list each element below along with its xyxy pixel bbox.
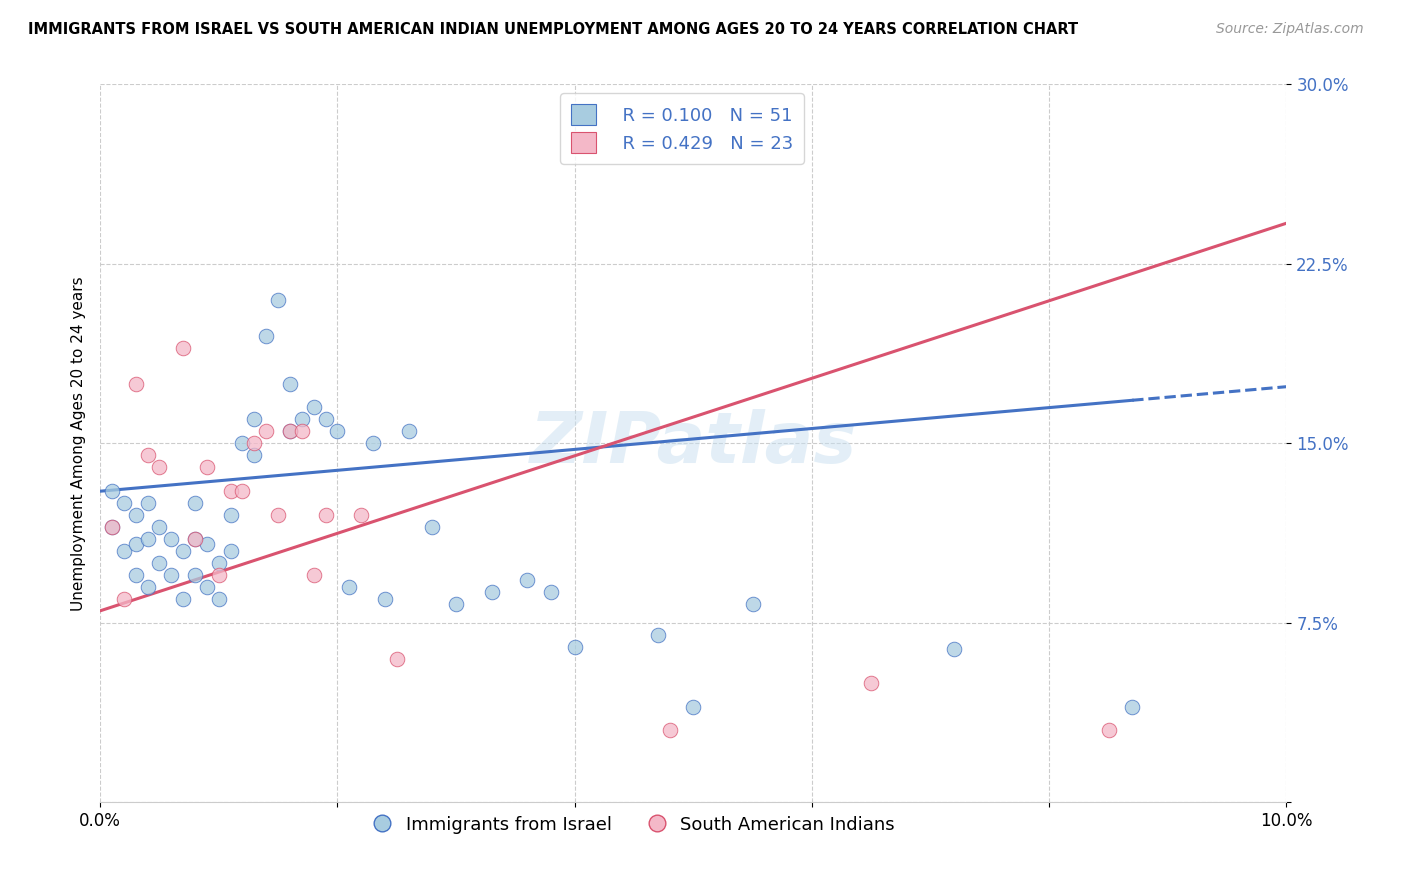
Point [172, 341, 194, 355]
Text: Source: ZipAtlas.com: Source: ZipAtlas.com [1216, 22, 1364, 37]
Text: ZIPatlas: ZIPatlas [530, 409, 858, 478]
Point [208, 556, 231, 570]
Point [184, 532, 207, 546]
Legend: Immigrants from Israel, South American Indians: Immigrants from Israel, South American I… [364, 807, 904, 844]
Point [337, 580, 360, 594]
Point [516, 573, 538, 587]
Point [444, 597, 467, 611]
Point [231, 484, 253, 499]
Point [172, 544, 194, 558]
Point [350, 508, 373, 523]
Point [278, 425, 301, 439]
Point [125, 508, 148, 523]
Point [291, 425, 314, 439]
Point [208, 568, 231, 582]
Point [943, 642, 966, 657]
Point [860, 675, 883, 690]
Point [243, 448, 266, 462]
Point [136, 496, 159, 510]
Point [278, 376, 301, 391]
Point [148, 460, 170, 475]
Point [112, 496, 135, 510]
Point [231, 436, 253, 450]
Point [647, 628, 669, 642]
Point [219, 484, 242, 499]
Point [195, 537, 218, 551]
Point [160, 568, 183, 582]
Point [101, 520, 124, 534]
Point [112, 591, 135, 606]
Point [101, 484, 124, 499]
Point [291, 412, 314, 426]
Point [208, 591, 231, 606]
Point [219, 508, 242, 523]
Point [540, 584, 562, 599]
Point [741, 597, 763, 611]
Point [278, 425, 301, 439]
Point [1097, 723, 1119, 738]
Point [184, 568, 207, 582]
Point [420, 520, 443, 534]
Point [267, 293, 290, 307]
Point [219, 544, 242, 558]
Point [195, 460, 218, 475]
Text: IMMIGRANTS FROM ISRAEL VS SOUTH AMERICAN INDIAN UNEMPLOYMENT AMONG AGES 20 TO 24: IMMIGRANTS FROM ISRAEL VS SOUTH AMERICAN… [28, 22, 1078, 37]
Point [315, 412, 337, 426]
Point [184, 532, 207, 546]
Point [302, 401, 325, 415]
Y-axis label: Unemployment Among Ages 20 to 24 years: Unemployment Among Ages 20 to 24 years [72, 276, 86, 611]
Point [374, 591, 396, 606]
Point [315, 508, 337, 523]
Point [125, 376, 148, 391]
Point [682, 699, 704, 714]
Point [160, 532, 183, 546]
Point [101, 520, 124, 534]
Point [148, 556, 170, 570]
Point [125, 568, 148, 582]
Point [112, 544, 135, 558]
Point [254, 328, 277, 343]
Point [302, 568, 325, 582]
Point [361, 436, 384, 450]
Point [136, 448, 159, 462]
Point [243, 412, 266, 426]
Point [184, 496, 207, 510]
Point [1121, 699, 1143, 714]
Point [254, 425, 277, 439]
Point [481, 584, 503, 599]
Point [326, 425, 349, 439]
Point [172, 591, 194, 606]
Point [267, 508, 290, 523]
Point [398, 425, 420, 439]
Point [385, 651, 408, 665]
Point [148, 520, 170, 534]
Point [243, 436, 266, 450]
Point [125, 537, 148, 551]
Point [136, 580, 159, 594]
Point [195, 580, 218, 594]
Point [136, 532, 159, 546]
Point [564, 640, 586, 654]
Point [658, 723, 681, 738]
